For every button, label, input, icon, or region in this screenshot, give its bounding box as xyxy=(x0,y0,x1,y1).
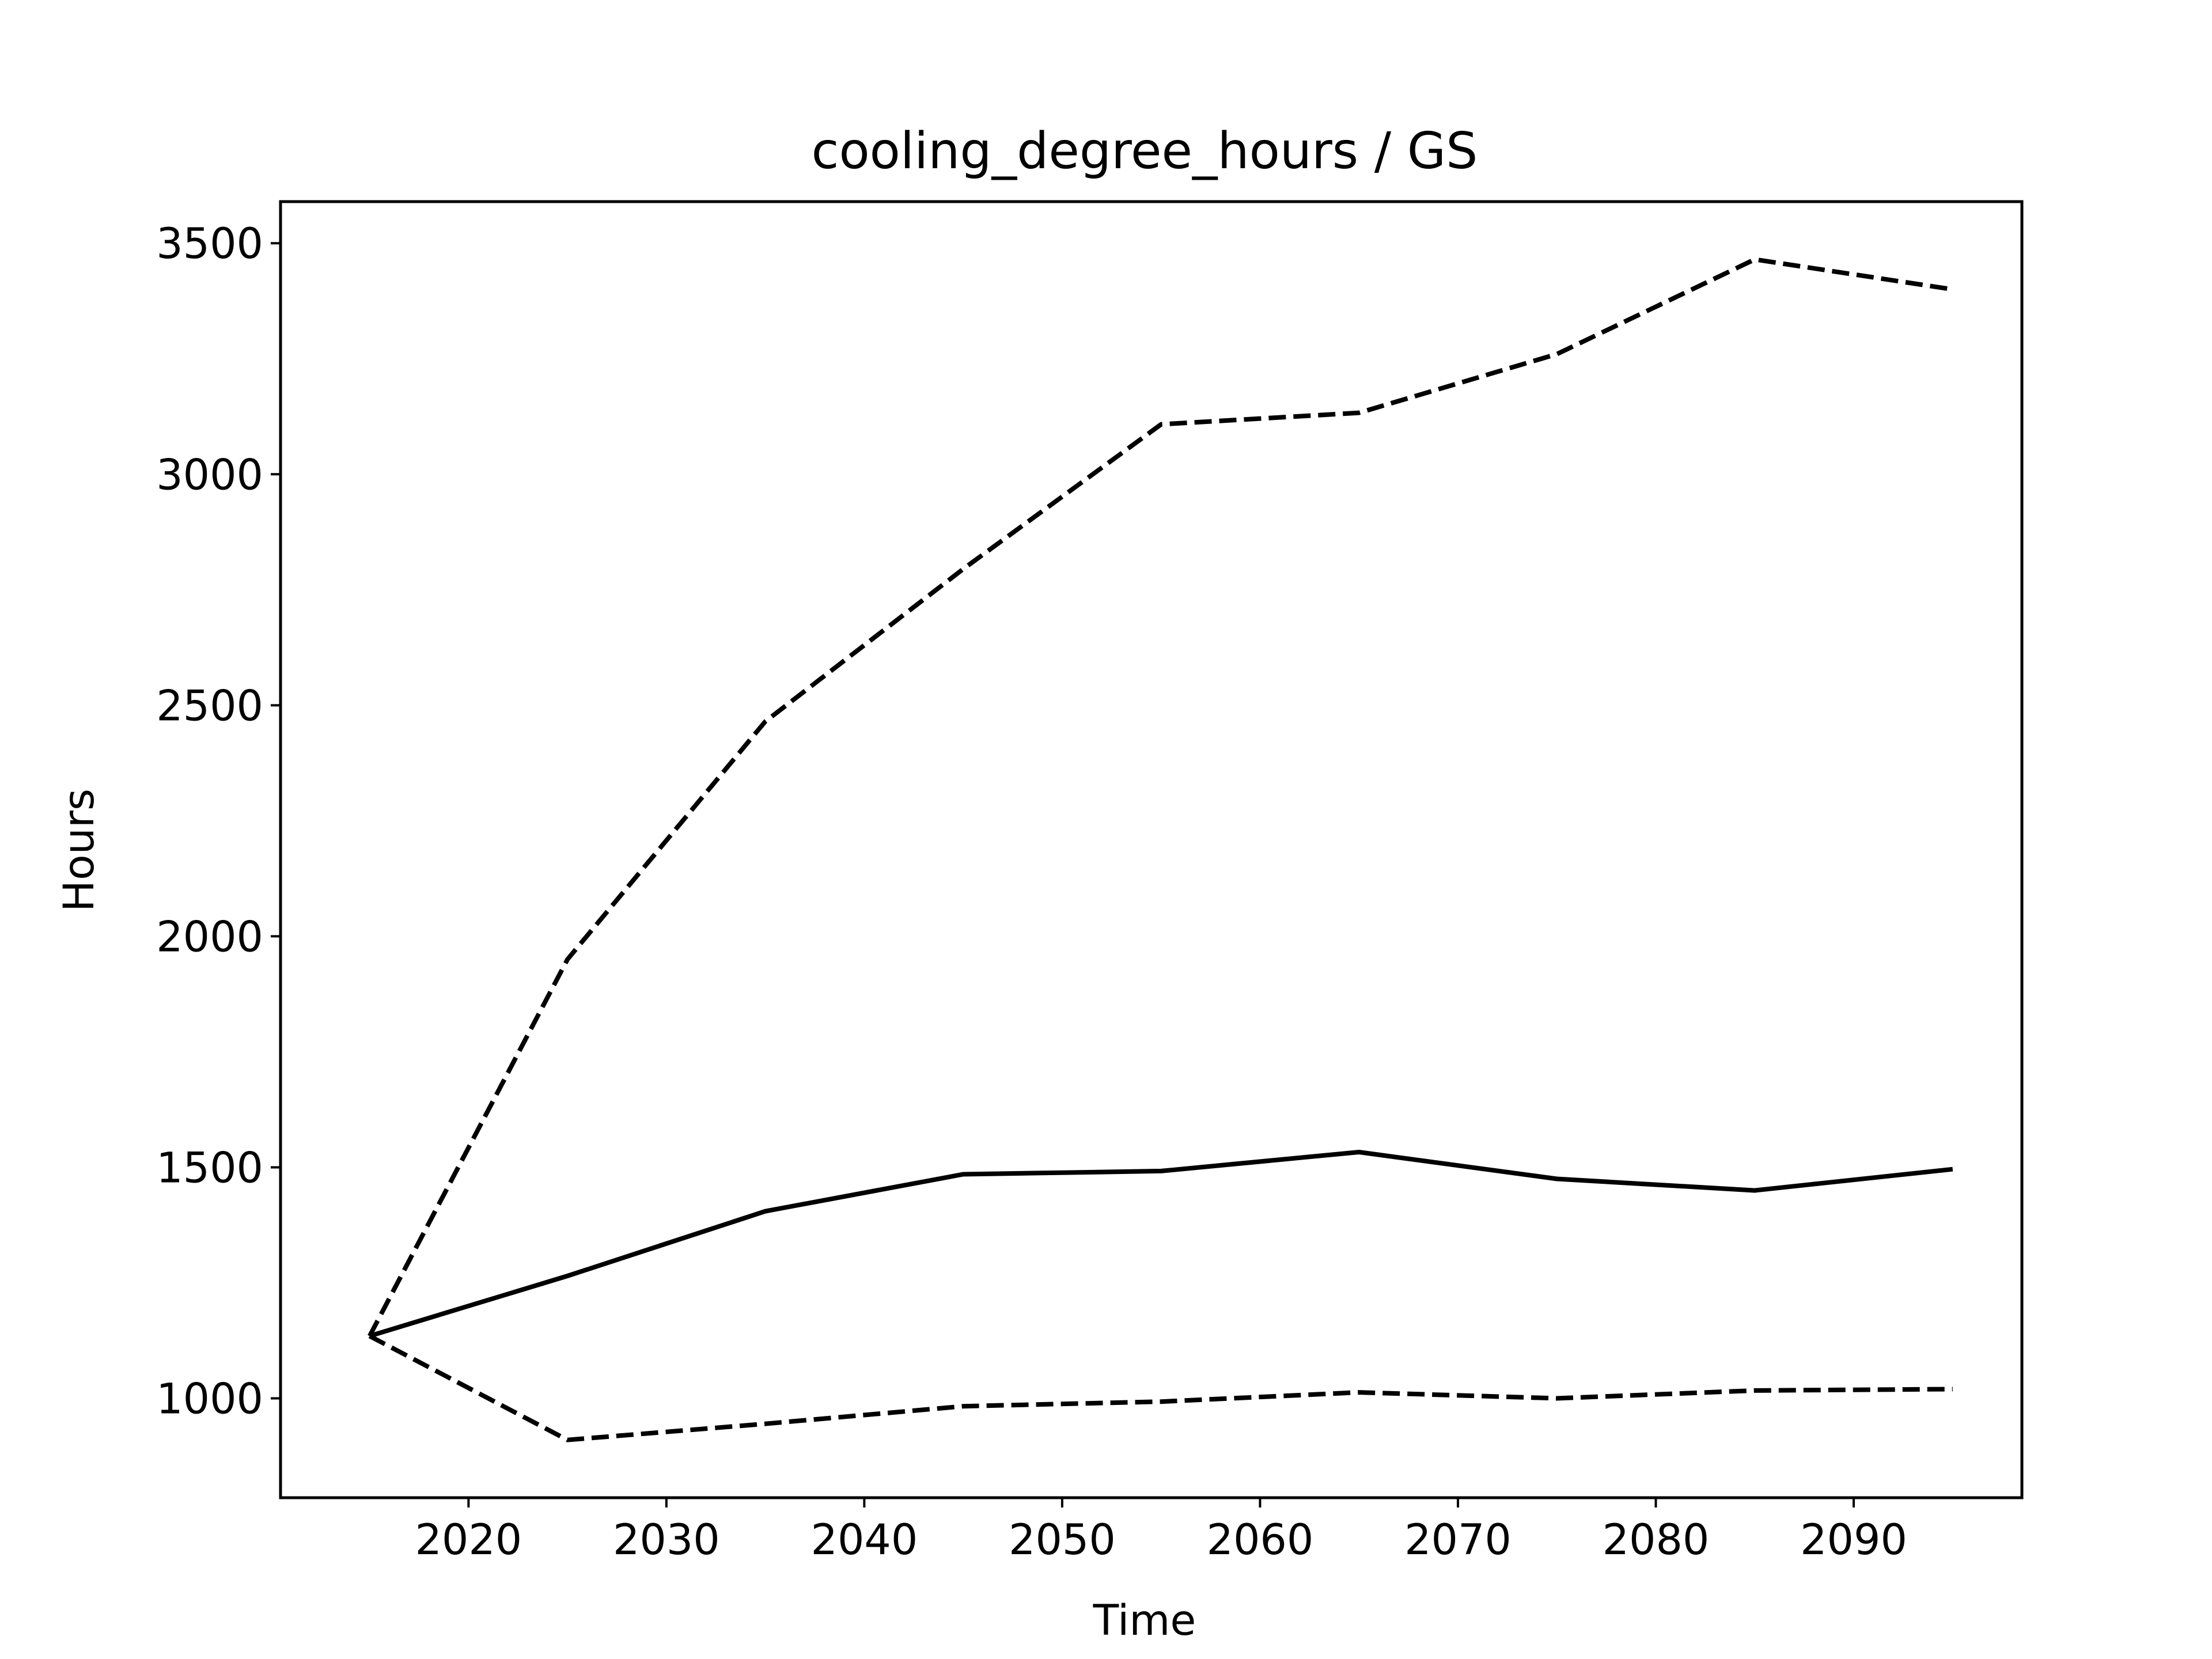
dashed-series-line-1 xyxy=(368,257,1953,1338)
y-tick-label: 3000 xyxy=(156,450,263,499)
x-tick-label: 2050 xyxy=(1009,1516,1116,1565)
dashed-series-line-2 xyxy=(368,1334,1953,1442)
x-axis: 2020 2030 2040 2050 2060 2070 2080 2090 xyxy=(415,1498,1907,1565)
y-tick-label: 1500 xyxy=(156,1143,263,1192)
x-tick-label: 2070 xyxy=(1404,1516,1512,1565)
y-tick-label: 2000 xyxy=(156,912,263,961)
axes-frame xyxy=(279,200,2024,1499)
chart-title: cooling_degree_hours / GS xyxy=(812,122,1478,180)
y-axis-label: Hours xyxy=(55,789,104,912)
x-tick-label: 2020 xyxy=(415,1516,522,1565)
solid-series-line-0 xyxy=(369,1150,1953,1339)
plot-area xyxy=(368,257,1953,1442)
x-tick-label: 2030 xyxy=(613,1516,720,1565)
x-tick-label: 2080 xyxy=(1603,1516,1710,1565)
x-tick-label: 2090 xyxy=(1800,1516,1907,1565)
y-tick-label: 2500 xyxy=(156,681,263,730)
x-tick-label: 2060 xyxy=(1207,1516,1314,1565)
y-axis: 1000 1500 2000 2500 3000 3500 xyxy=(156,219,281,1424)
x-axis-label: Time xyxy=(1093,1596,1196,1645)
y-tick-label: 1000 xyxy=(156,1375,263,1424)
y-tick-label: 3500 xyxy=(156,219,263,268)
x-tick-label: 2040 xyxy=(811,1516,918,1565)
